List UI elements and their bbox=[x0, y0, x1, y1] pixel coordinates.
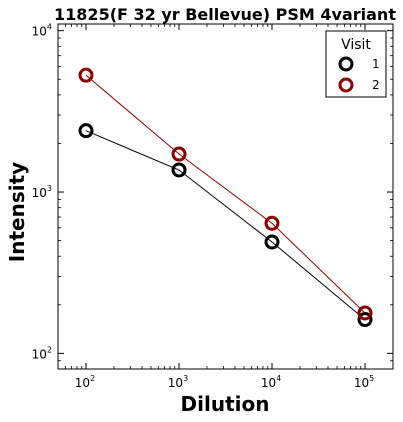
x-tick-label: 104 bbox=[261, 374, 281, 390]
legend-marker-2 bbox=[338, 77, 354, 93]
data-point-series-1 bbox=[78, 123, 94, 139]
y-tick-label: 104 bbox=[32, 23, 52, 39]
legend: Visit 1 2 bbox=[325, 30, 387, 98]
x-tick-label: 105 bbox=[354, 374, 374, 390]
y-axis-label: Intensity bbox=[5, 162, 29, 262]
data-point-series-1 bbox=[264, 234, 280, 250]
data-point-series-2 bbox=[78, 67, 94, 83]
x-tick-label: 103 bbox=[168, 374, 188, 390]
legend-label-2: 2 bbox=[372, 78, 380, 92]
legend-title: Visit bbox=[341, 37, 371, 53]
x-axis-label: Dilution bbox=[181, 392, 270, 416]
data-point-series-2 bbox=[357, 305, 373, 321]
series-line-1 bbox=[85, 130, 366, 320]
data-point-series-1 bbox=[357, 312, 373, 328]
series-line-2 bbox=[85, 74, 366, 314]
legend-label-1: 1 bbox=[372, 57, 380, 71]
data-point-series-2 bbox=[264, 215, 280, 231]
plot-area: 102 103 104 105 102 103 104 bbox=[32, 23, 394, 390]
data-point-series-2 bbox=[171, 146, 187, 162]
legend-marker-1 bbox=[338, 56, 354, 72]
plot-frame bbox=[57, 23, 394, 370]
data-point-series-1 bbox=[171, 162, 187, 178]
legend-box bbox=[325, 30, 387, 98]
y-tick-label: 103 bbox=[32, 184, 52, 200]
y-tick-label: 102 bbox=[32, 345, 52, 361]
x-tick-label: 102 bbox=[75, 374, 95, 390]
chart-title: 11825(F 32 yr Bellevue) PSM 4variant bbox=[54, 5, 396, 24]
